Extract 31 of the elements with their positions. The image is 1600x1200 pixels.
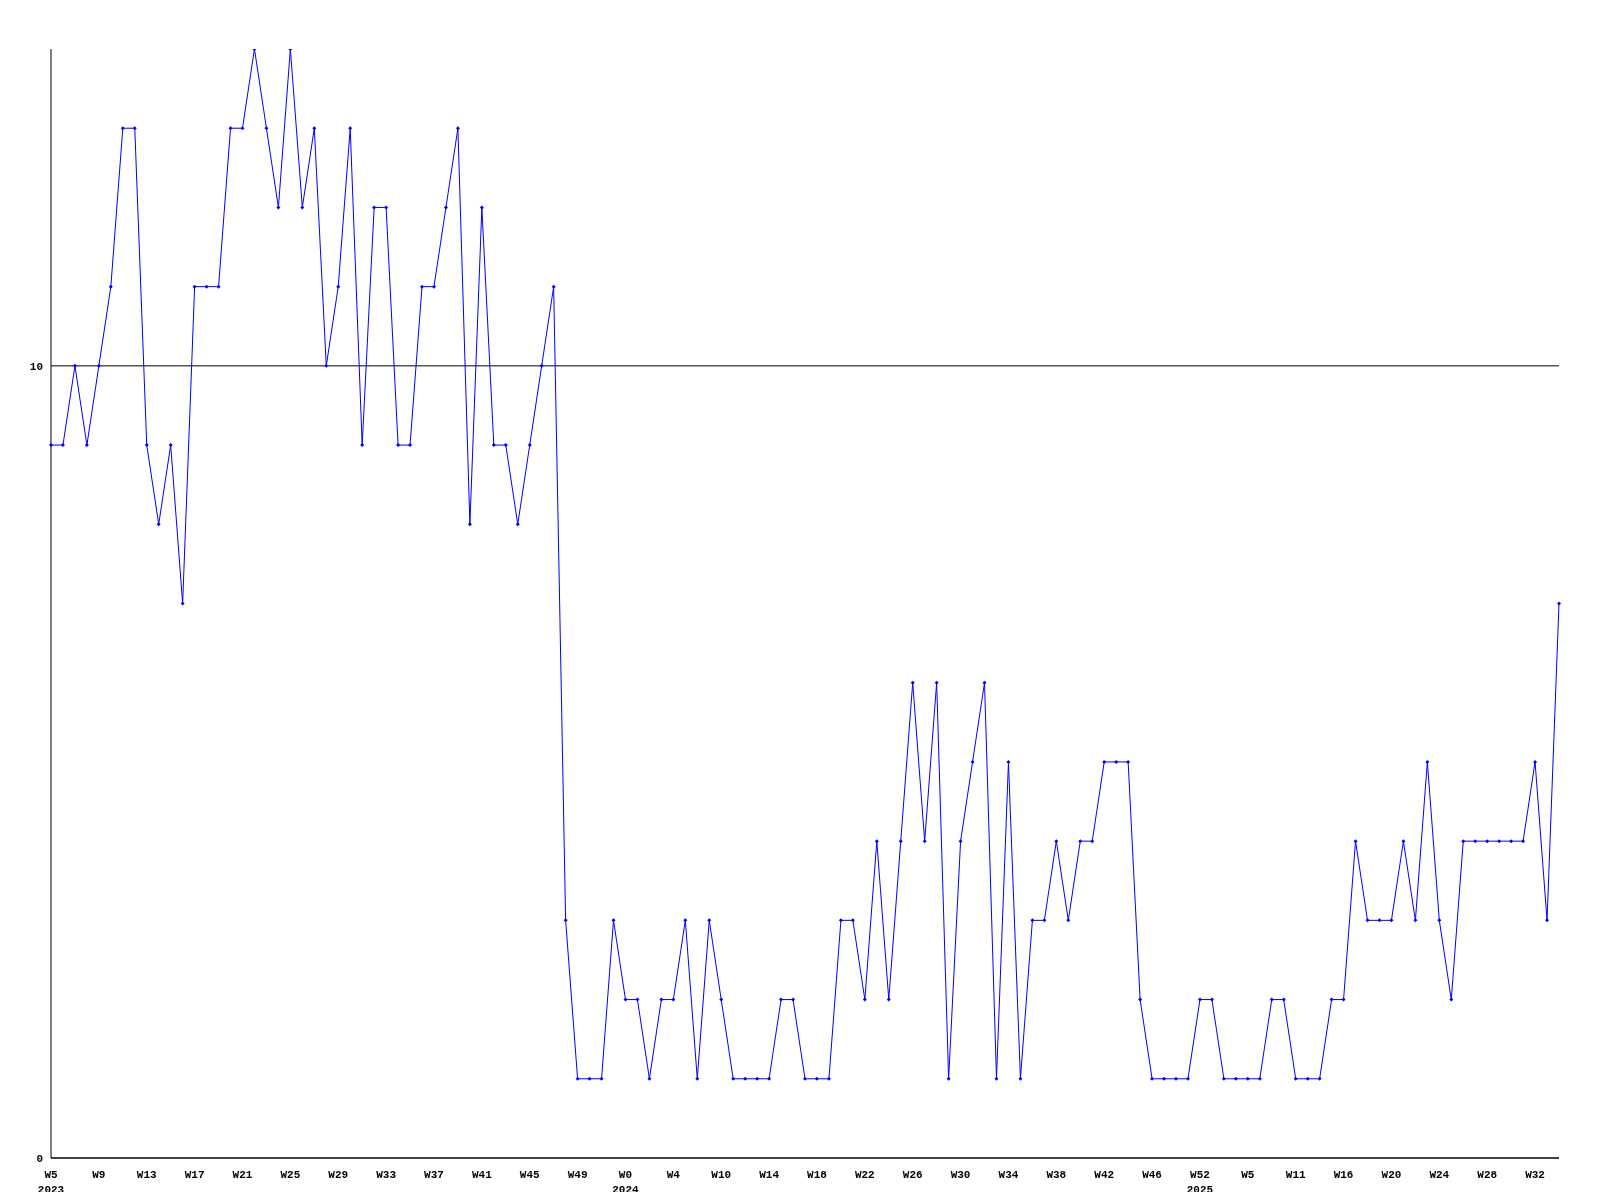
x-tick-label: W4 — [666, 1169, 681, 1181]
x-tick-label: W9 — [92, 1169, 106, 1181]
x-tick-label: W29 — [328, 1169, 349, 1181]
x-tick-label: W33 — [376, 1169, 397, 1181]
x-tick-label: W42 — [1094, 1169, 1115, 1181]
x-tick-label: W32 — [1525, 1169, 1545, 1181]
x-tick-label: W24 — [1429, 1169, 1450, 1181]
x-tick-label: W11 — [1285, 1169, 1306, 1181]
x-tick-label: W14 — [759, 1169, 780, 1181]
x-tick-label: W30 — [950, 1169, 971, 1181]
x-tick-label: W16 — [1333, 1169, 1354, 1181]
x-tick-label: W20 — [1381, 1169, 1402, 1181]
x-tick-label: W22 — [854, 1169, 875, 1181]
x-tick-label: W13 — [136, 1169, 158, 1181]
y-tick-label: 10 — [29, 360, 43, 373]
x-tick-label: W45 — [519, 1169, 541, 1181]
x-tick-label: W38 — [1046, 1169, 1067, 1181]
x-tick-label: W41 — [471, 1169, 493, 1181]
x-tick-label: W28 — [1477, 1169, 1498, 1181]
x-tick-label: W5 — [1241, 1169, 1255, 1181]
x-tick-label: W34 — [998, 1169, 1019, 1181]
x-tick-label: W10 — [711, 1169, 732, 1181]
x-tick-label: W46 — [1142, 1169, 1162, 1181]
x-tick-label: W25 — [280, 1169, 301, 1181]
x-tick-label: W37 — [424, 1169, 444, 1181]
x-tick-label: W18 — [807, 1169, 828, 1181]
x-tick-label: W26 — [902, 1169, 923, 1181]
x-tick-label: W21 — [232, 1169, 253, 1181]
y-tick-label: 0 — [36, 1152, 43, 1165]
x-tick-label: W17 — [184, 1169, 205, 1181]
x-tick-label: W49 — [567, 1169, 588, 1181]
